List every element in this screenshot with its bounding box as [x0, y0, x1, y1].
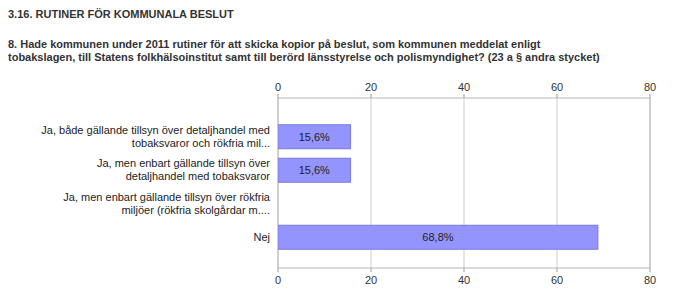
plot-frame [278, 98, 650, 268]
chart-title: 8. Hade kommunen under 2011 rutiner för … [8, 38, 608, 64]
tick-label: 0 [275, 274, 281, 286]
data-label: 68,8% [422, 231, 453, 243]
tick-mark [371, 94, 372, 98]
tick-mark [650, 268, 651, 272]
tick-label: 80 [644, 81, 656, 93]
tick-mark [278, 94, 279, 98]
tick-mark [278, 268, 279, 272]
bar [278, 158, 351, 182]
tick-label: 80 [644, 274, 656, 286]
bar [278, 225, 598, 249]
section-heading: 3.16. RUTINER FÖR KOMMUNALA BESLUT [8, 8, 668, 21]
data-label: 15,6% [299, 131, 330, 143]
chart: 0 0 20 20 40 40 60 60 80 80 15,6% 15,6% 68,8% [0, 0, 681, 306]
tick-label: 0 [275, 81, 281, 93]
tick-mark [650, 94, 651, 98]
bar [278, 192, 279, 216]
tick-label: 20 [365, 81, 377, 93]
tick-mark [464, 94, 465, 98]
category-label: Ja, men enbart gällande tillsyn över rök… [38, 191, 270, 217]
bars [278, 125, 598, 250]
category-label: Ja, men enbart gällande tillsyn över det… [38, 157, 270, 183]
tick-mark [557, 268, 558, 272]
category-label: Nej [38, 231, 270, 244]
data-label: 15,6% [299, 164, 330, 176]
tick-label: 20 [365, 274, 377, 286]
tick-label: 40 [458, 274, 470, 286]
bar [278, 125, 351, 149]
tick-label: 60 [551, 81, 563, 93]
category-label: Ja, både gällande tillsyn över detaljhan… [38, 124, 270, 150]
tick-mark [371, 268, 372, 272]
tick-label: 60 [551, 274, 563, 286]
tick-label: 40 [458, 81, 470, 93]
tick-mark [557, 94, 558, 98]
tick-mark [464, 268, 465, 272]
